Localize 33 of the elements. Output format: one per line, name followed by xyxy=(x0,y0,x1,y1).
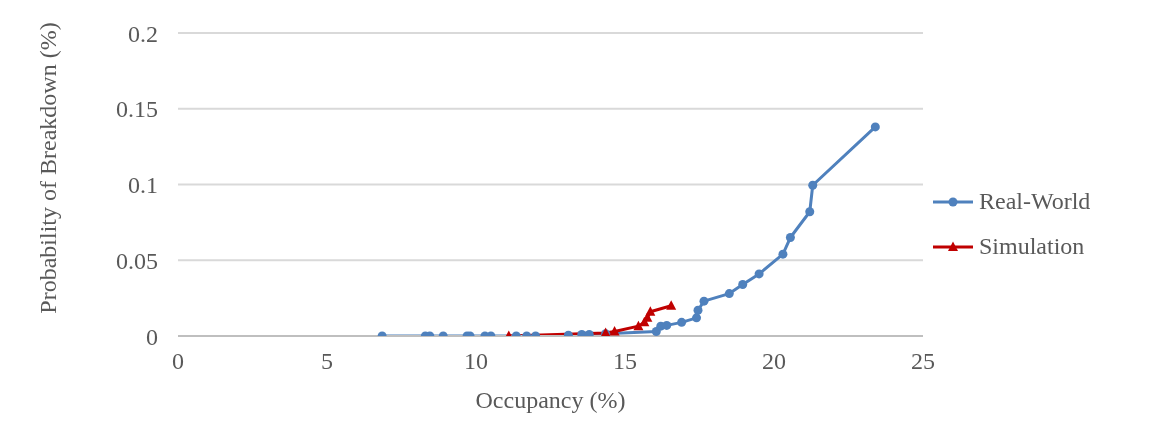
point xyxy=(645,306,656,316)
x-tick-label: 5 xyxy=(321,348,333,375)
point xyxy=(666,300,677,310)
point xyxy=(699,296,709,306)
point xyxy=(584,329,594,336)
point xyxy=(693,305,703,315)
point xyxy=(724,289,734,299)
y-axis-title: Probability of Breakdown (%) xyxy=(34,21,62,316)
point xyxy=(633,320,644,331)
x-tick-label: 15 xyxy=(613,348,637,375)
y-tick-label: 0.15 xyxy=(116,96,158,123)
x-tick-label: 0 xyxy=(172,348,184,375)
point xyxy=(692,313,702,323)
legend-label: Simulation xyxy=(979,233,1085,260)
y-tick-label: 0.1 xyxy=(128,172,158,199)
point xyxy=(805,207,815,217)
x-axis-title: Occupancy (%) xyxy=(475,387,626,413)
point xyxy=(754,269,764,279)
point xyxy=(808,180,818,190)
point xyxy=(662,320,672,330)
y-tick-label: 0 xyxy=(146,323,158,350)
point xyxy=(870,122,880,132)
legend-label: Real-World xyxy=(979,188,1091,215)
point xyxy=(738,279,748,289)
x-tick-label: 25 xyxy=(911,348,935,375)
y-tick-label: 0.05 xyxy=(116,247,158,274)
point xyxy=(778,249,788,259)
point xyxy=(677,317,687,327)
point xyxy=(785,233,795,243)
x-tick-label: 20 xyxy=(762,348,786,375)
point xyxy=(577,329,587,336)
y-tick-label: 0.2 xyxy=(128,20,158,47)
x-tick-label: 10 xyxy=(464,348,488,375)
